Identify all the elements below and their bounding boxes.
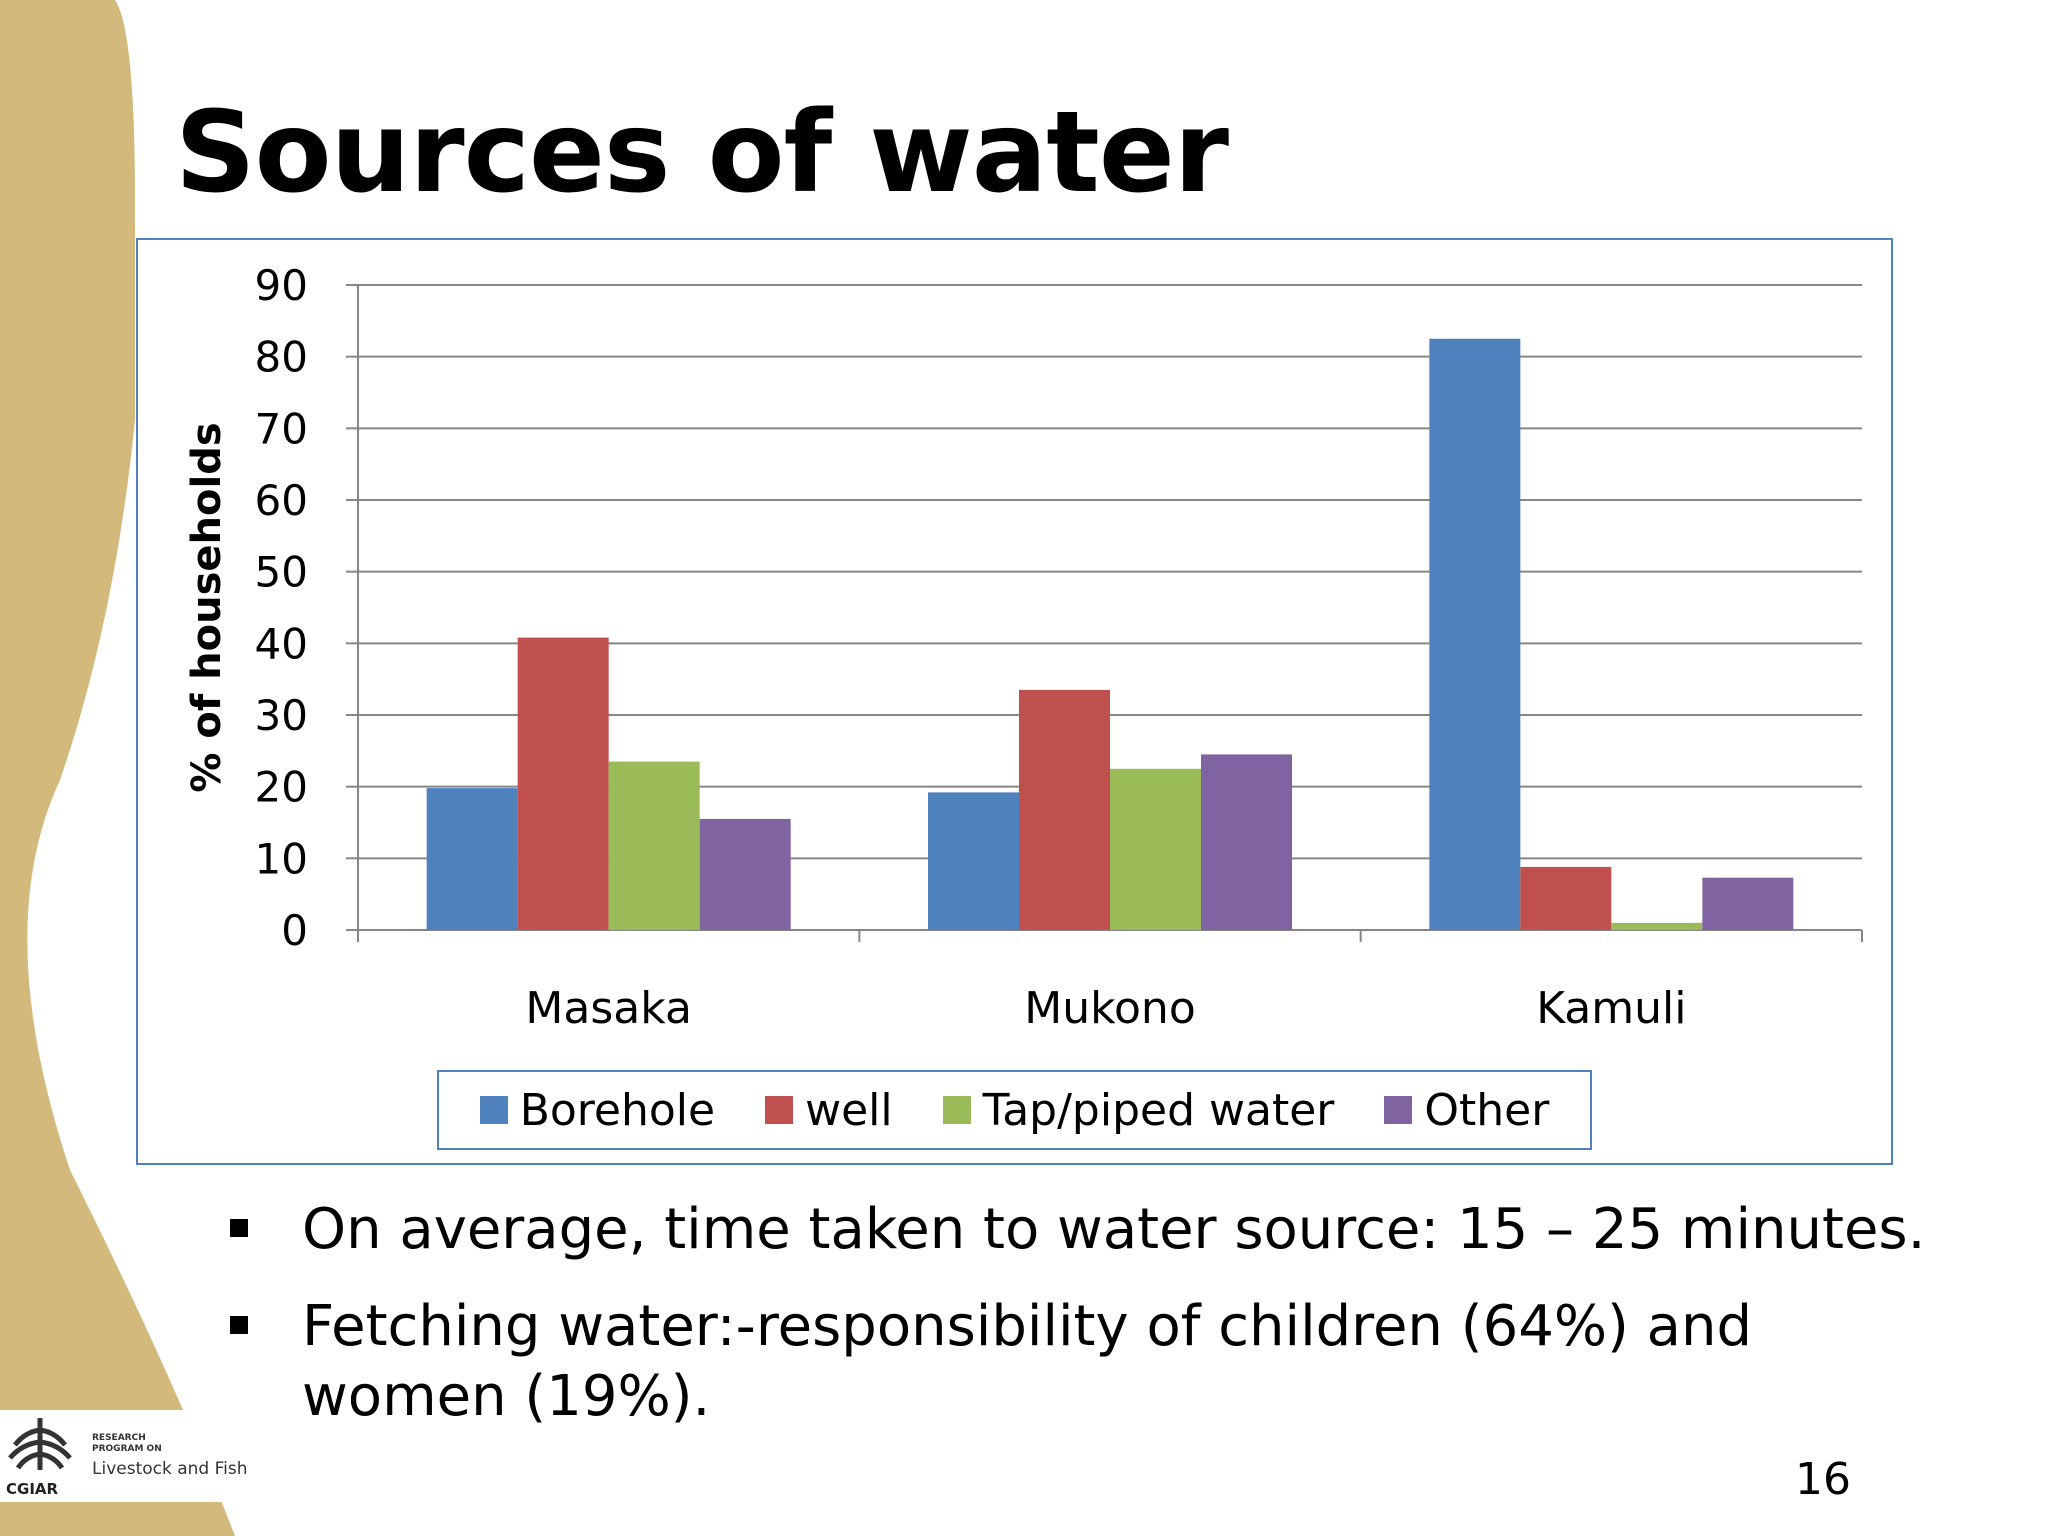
bar-kamuli-0 xyxy=(1429,338,1521,930)
y-tick-label: 60 xyxy=(255,476,308,525)
legend-swatch xyxy=(765,1096,794,1124)
bar-mukono-2 xyxy=(1110,768,1201,930)
square-bullet-icon xyxy=(230,1316,248,1334)
wheat-emblem-icon xyxy=(8,1418,72,1470)
bar-kamuli-3 xyxy=(1702,877,1794,930)
bar-masaka-1 xyxy=(517,637,609,930)
slide-title: Sources of water xyxy=(175,88,1229,218)
page-number: 16 xyxy=(1795,1454,1851,1505)
bar-masaka-2 xyxy=(608,761,700,930)
bar-masaka-0 xyxy=(426,788,518,930)
legend-item: Other xyxy=(1384,1085,1549,1136)
legend-label: Other xyxy=(1424,1084,1550,1136)
y-tick-label: 20 xyxy=(255,763,308,812)
y-tick-label: 80 xyxy=(255,333,308,382)
chart-frame: 0 10 20 30 40 50 60 70 80 90 % of households Masaka… xyxy=(136,238,1893,1165)
bullet-text: Fetching water:-responsibility of childr… xyxy=(302,1294,1753,1429)
x-tick-label: Kamuli xyxy=(1536,983,1686,1034)
y-tick-label: 0 xyxy=(281,906,308,955)
square-bullet-icon xyxy=(230,1219,248,1237)
bar-mukono-1 xyxy=(1019,689,1110,930)
bar-kamuli-1 xyxy=(1520,866,1612,930)
legend-swatch xyxy=(942,1096,971,1124)
logo-text: RESEARCH PROGRAM ON Livestock and Fish xyxy=(92,1433,248,1479)
bullet-text: On average, time taken to water source: … xyxy=(302,1197,1926,1262)
y-tick-label: 40 xyxy=(255,619,308,668)
y-tick-label: 70 xyxy=(255,404,308,453)
cgiar-logo: CGIAR RESEARCH PROGRAM ON Livestock and … xyxy=(0,1410,248,1502)
legend-item: Borehole xyxy=(479,1084,716,1136)
bullet-list: On average, time taken to water source: … xyxy=(230,1195,1970,1459)
x-tick-label: Masaka xyxy=(525,983,691,1034)
bullet-item: Fetching water:-responsibility of childr… xyxy=(230,1292,1970,1432)
legend-item: Tap/piped water xyxy=(942,1084,1335,1136)
legend-item: well xyxy=(765,1085,893,1136)
legend-swatch xyxy=(479,1096,508,1124)
y-tick-label: 10 xyxy=(255,834,308,883)
logo-org: CGIAR xyxy=(6,1480,59,1498)
legend-swatch xyxy=(1384,1096,1413,1124)
bullet-item: On average, time taken to water source: … xyxy=(230,1195,1970,1265)
bar-masaka-3 xyxy=(699,818,791,930)
bar-mukono-0 xyxy=(928,792,1019,930)
decorative-band-shape xyxy=(0,0,235,1536)
y-axis-label: % of households xyxy=(184,422,230,792)
chart-legend: Borehole well Tap/piped water Other xyxy=(437,1070,1592,1150)
y-tick-label: 90 xyxy=(255,261,308,310)
bar-kamuli-2 xyxy=(1611,922,1703,930)
y-tick-label: 30 xyxy=(255,691,308,740)
logo-program: Livestock and Fish xyxy=(92,1459,248,1479)
legend-label: well xyxy=(805,1084,893,1136)
bar-chart: 0 10 20 30 40 50 60 70 80 90 % of households Masaka… xyxy=(184,261,1863,1034)
x-tick-label: Mukono xyxy=(1024,983,1196,1034)
logo-line2: PROGRAM ON xyxy=(92,1444,162,1454)
legend-label: Tap/piped water xyxy=(982,1084,1335,1136)
logo-mark: CGIAR xyxy=(0,1410,80,1502)
y-tick-label: 50 xyxy=(255,548,308,597)
legend-label: Borehole xyxy=(519,1084,716,1136)
logo-line1: RESEARCH xyxy=(92,1433,146,1443)
bar-mukono-3 xyxy=(1201,754,1292,930)
